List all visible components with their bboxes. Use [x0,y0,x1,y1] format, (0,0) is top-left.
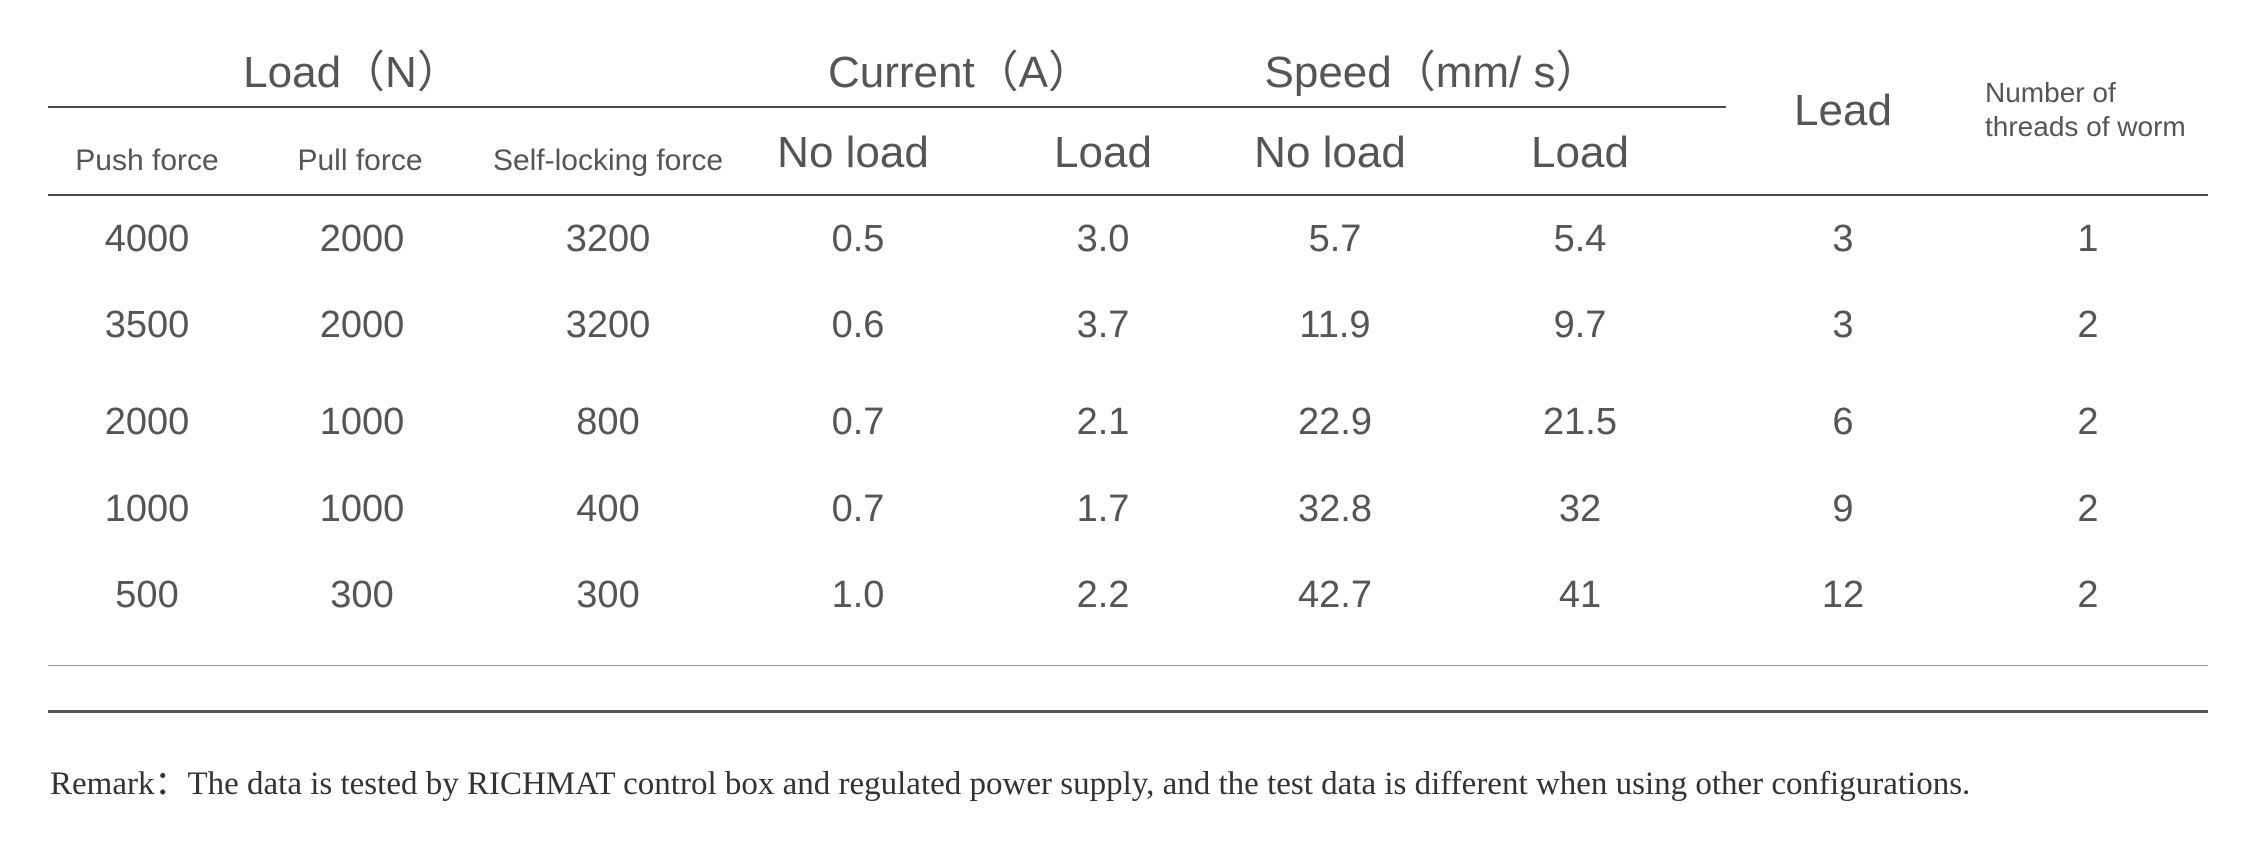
cell-threads: 2 [2077,304,2099,346]
bottom-thick-rule [48,710,2208,713]
col-header-pull-force: Pull force [297,144,423,177]
col-header-threads-line1: Number of [1985,77,2116,108]
cell-speed-load: 32 [1558,488,1602,530]
cell-pull-force: 2000 [319,304,405,346]
table-end-rule [48,665,2208,666]
col-header-self-locking-force: Self-locking force [492,144,724,177]
cell-self-locking-force: 300 [576,574,640,616]
group-header-rule [48,106,1726,108]
cell-current-load: 2.2 [1076,574,1130,616]
col-header-speed-load: Load [1531,128,1629,177]
cell-threads: 2 [2077,401,2099,443]
cell-lead: 12 [1821,574,1865,616]
col-header-push-force: Push force [75,144,219,177]
cell-current-no-load: 0.7 [831,401,885,443]
col-header-speed-no-load: No load [1254,128,1406,177]
cell-push-force: 2000 [104,401,190,443]
cell-current-load: 3.0 [1076,218,1130,260]
cell-speed-no-load: 42.7 [1298,574,1372,616]
col-header-current-load: Load [1054,128,1152,177]
col-header-threads-line2: threads of worm [1985,111,2186,142]
cell-current-load: 3.7 [1076,304,1130,346]
cell-pull-force: 1000 [319,488,405,530]
cell-speed-no-load: 32.8 [1298,488,1372,530]
cell-pull-force: 300 [330,574,394,616]
header-group-speed: Speed（mm/ s） [1264,48,1600,97]
cell-self-locking-force: 800 [576,401,640,443]
cell-speed-no-load: 22.9 [1298,401,1372,443]
cell-speed-load: 9.7 [1553,304,1607,346]
cell-push-force: 1000 [104,488,190,530]
cell-speed-no-load: 5.7 [1308,218,1362,260]
cell-speed-no-load: 11.9 [1299,304,1371,346]
remark-text: Remark：The data is tested by RICHMAT con… [50,766,1971,802]
cell-speed-load: 5.4 [1553,218,1607,260]
col-header-current-no-load: No load [777,128,929,177]
cell-threads: 2 [2077,574,2099,616]
col-header-threads: Number of threads of worm [1985,76,2186,144]
cell-push-force: 500 [115,574,179,616]
cell-speed-load: 41 [1558,574,1602,616]
cell-self-locking-force: 3200 [565,304,651,346]
cell-current-no-load: 0.5 [831,218,885,260]
cell-lead: 6 [1832,401,1854,443]
cell-lead: 3 [1832,304,1854,346]
cell-self-locking-force: 400 [576,488,640,530]
cell-threads: 2 [2077,488,2099,530]
header-rule [48,194,2208,196]
header-group-current: Current（A） [827,48,1093,97]
header-group-load: Load（N） [243,48,461,97]
cell-current-load: 1.7 [1076,488,1130,530]
cell-current-no-load: 1.0 [831,574,885,616]
cell-lead: 3 [1832,218,1854,260]
col-header-lead: Lead [1794,86,1892,135]
cell-lead: 9 [1832,488,1854,530]
cell-push-force: 4000 [104,218,190,260]
cell-current-load: 2.1 [1076,401,1130,443]
cell-current-no-load: 0.6 [831,304,885,346]
cell-threads: 1 [2077,218,2099,260]
cell-push-force: 3500 [104,304,190,346]
cell-pull-force: 1000 [319,401,405,443]
cell-self-locking-force: 3200 [565,218,651,260]
cell-current-no-load: 0.7 [831,488,885,530]
cell-speed-load: 21.5 [1543,401,1617,443]
cell-pull-force: 2000 [319,218,405,260]
